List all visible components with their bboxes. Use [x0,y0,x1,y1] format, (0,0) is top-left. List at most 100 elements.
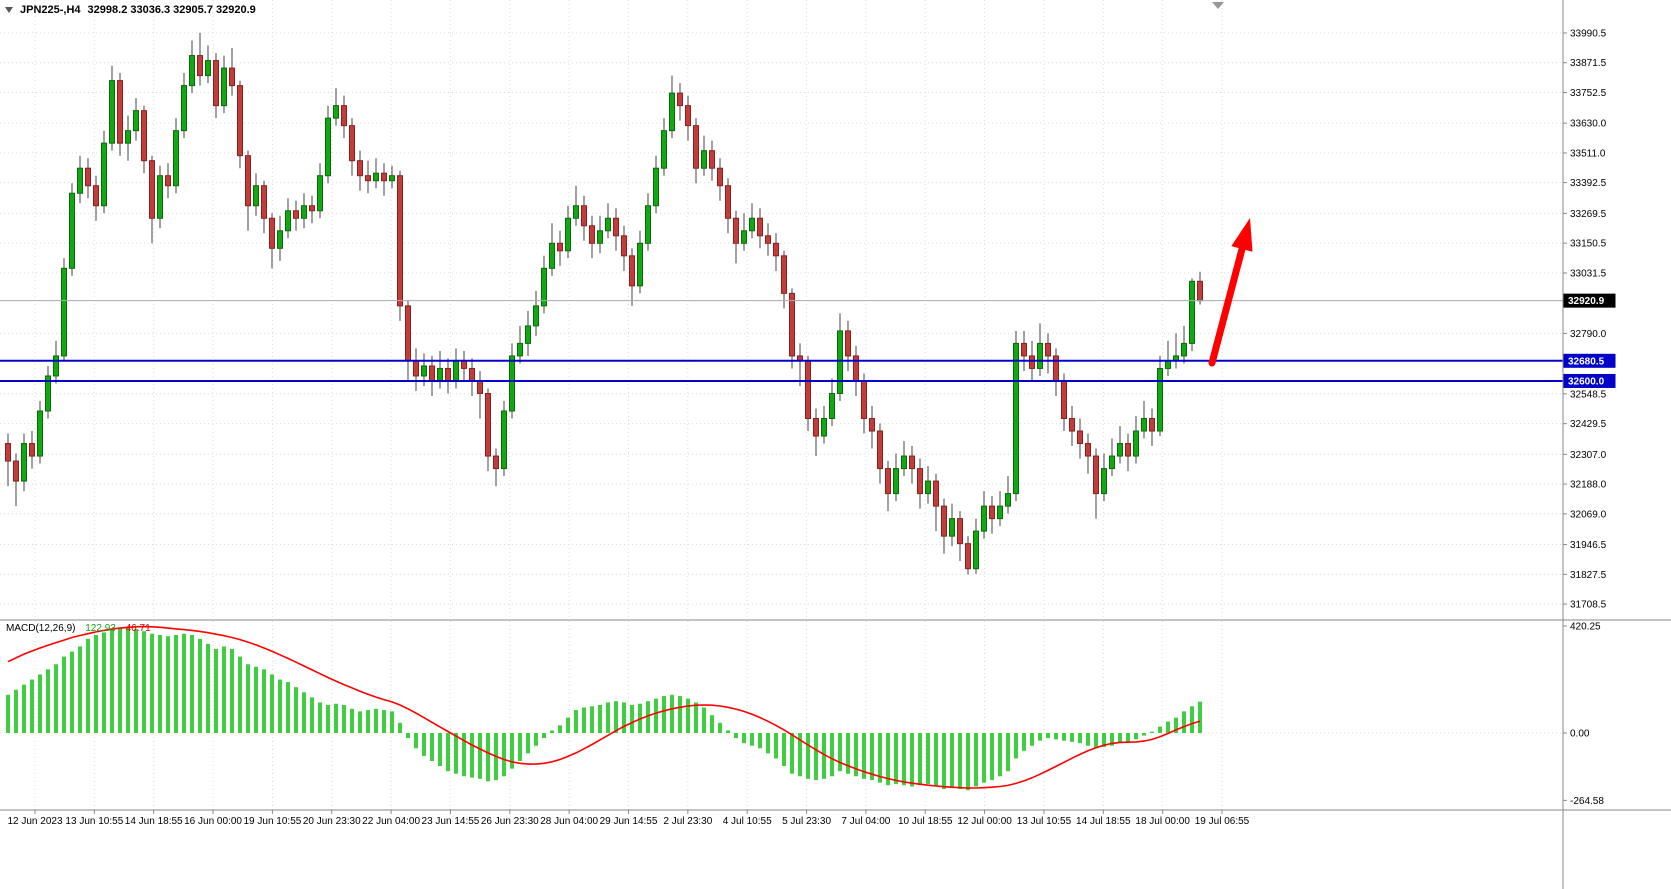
macd-histogram-bar [190,634,194,733]
candle-up [525,325,531,344]
macd-histogram-bar [358,711,362,733]
macd-histogram-bar [118,628,122,733]
macd-histogram-bar [334,703,338,733]
macd-histogram-bar [662,696,666,733]
macd-histogram-bar [1094,733,1098,749]
candle-up [189,55,195,87]
candle-down [1069,418,1075,432]
price-axis-label: 33392.5 [1570,178,1607,189]
candle-up [973,530,979,570]
macd-histogram-bar [366,710,370,733]
candle-down [1053,355,1059,382]
candle-down [581,205,587,227]
candle-down [405,305,411,362]
trend-arrow-head[interactable] [1231,218,1253,252]
hline-price-badge [1563,373,1616,388]
macd-histogram-bar [750,733,754,746]
candle-up [573,205,579,219]
macd-histogram-bar [318,702,322,733]
time-axis-label: 13 Jul 10:55 [1017,816,1072,827]
macd-histogram-bar [686,698,690,733]
candle-down [1021,342,1027,357]
candle-up [181,85,187,132]
macd-histogram-bar [1110,733,1114,746]
macd-signal-line [7,625,1201,789]
macd-histogram-bar [350,708,354,733]
candle-up [517,342,523,357]
candle-up [1157,367,1163,432]
macd-histogram-bar [718,722,722,733]
macd-histogram-bar [942,733,946,790]
macd-histogram-bar [862,733,866,779]
candle-down [877,430,883,470]
price-axis-label: 33752.5 [1570,88,1607,99]
time-axis-label: 22 Jun 04:00 [362,816,420,827]
macd-histogram-bar [630,704,634,733]
candle-up [285,210,291,232]
macd-axis-label: 0.00 [1570,729,1590,740]
macd-histogram-bar [918,733,922,786]
price-axis-label: 32429.5 [1570,419,1607,430]
candle-down [245,155,251,207]
candle-up [925,480,931,495]
macd-histogram-bar [294,687,298,733]
macd-histogram-bar [622,702,626,733]
candle-up [645,205,651,244]
candle-down [725,185,731,219]
macd-histogram-bar [70,651,74,733]
macd-name: MACD(12,26,9) [6,623,76,634]
macd-histogram-bar [790,733,794,774]
symbol-dropdown-icon[interactable] [5,7,13,13]
macd-histogram-bar [766,733,770,754]
macd-histogram-bar [966,733,970,791]
macd-histogram-bar [422,733,426,756]
macd-histogram-bar [982,733,986,783]
macd-histogram-bar [254,666,258,733]
macd-histogram-bar [310,697,314,733]
time-axis-label: 28 Jun 04:00 [540,816,598,827]
price-axis-label: 32548.5 [1570,389,1607,400]
macd-histogram-bar [262,669,266,733]
time-axis-label: 4 Jul 10:55 [723,816,772,827]
macd-histogram-bar [1102,733,1106,748]
macd-histogram-bar [798,733,802,777]
macd-signal-value: 46.71 [125,623,151,634]
macd-histogram-bar [1062,733,1066,741]
macd-histogram-bar [110,629,114,733]
macd-histogram-bar [454,733,458,774]
macd-histogram-bar [654,698,658,733]
candle-up [1181,342,1187,357]
candle-up [637,242,643,287]
candle-up [1165,360,1171,369]
macd-histogram-bar [286,682,290,733]
candle-down [1197,280,1203,302]
trend-arrow-shaft[interactable] [1208,245,1246,367]
candle-down [957,518,963,545]
candle-up [437,367,443,382]
candle-down [773,242,779,257]
candle-up [157,175,163,219]
candle-down [989,505,995,520]
macd-axis-label: 420.25 [1570,622,1601,633]
candle-down [293,210,299,219]
macd-histogram-bar [326,704,330,733]
candle-up [1037,342,1043,369]
candle-down [789,292,795,357]
macd-histogram-bar [182,633,186,733]
candle-down [1061,380,1067,420]
macd-histogram-bar [574,710,578,733]
macd-histogram-bar [470,733,474,778]
macd-histogram-bar [1182,711,1186,733]
macd-indicator-label: MACD(12,26,9) 122.93 46.71 [6,623,151,634]
macd-histogram-bar [806,733,810,779]
candle-down [941,505,947,537]
candle-down [149,160,155,219]
candle-down [685,105,691,127]
candle-up [1013,342,1019,495]
macd-histogram-bar [46,669,50,733]
candle-up [749,217,755,232]
candle-down [853,355,859,382]
price-axis-label: 33150.5 [1570,239,1607,250]
